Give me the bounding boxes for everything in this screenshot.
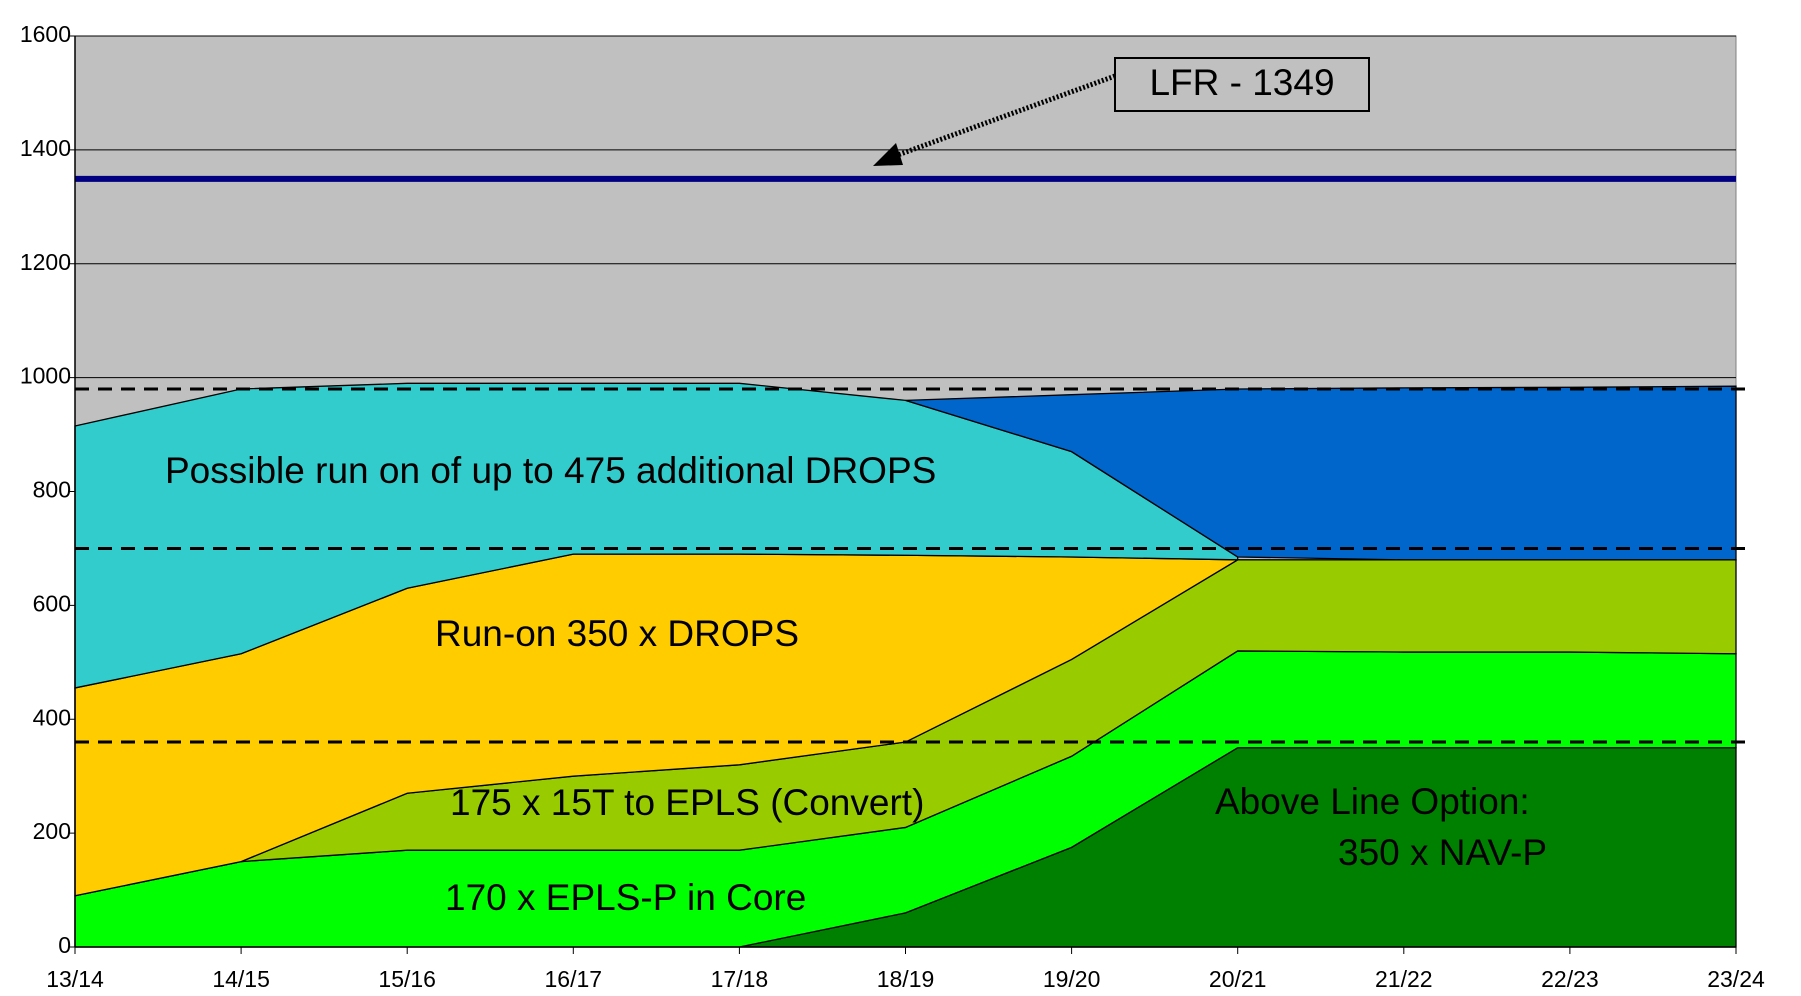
x-tick-label: 17/18 xyxy=(711,966,769,992)
y-tick-label: 0 xyxy=(58,932,71,958)
x-tick-label: 13/14 xyxy=(46,966,104,992)
y-tick-label: 1200 xyxy=(20,249,71,275)
y-tick-label: 1600 xyxy=(20,21,71,47)
x-tick-label: 20/21 xyxy=(1209,966,1267,992)
series-label: Run-on 350 x DROPS xyxy=(435,613,799,654)
x-tick-label: 22/23 xyxy=(1541,966,1599,992)
area xyxy=(74,382,1239,689)
y-tick-label: 1000 xyxy=(20,363,71,389)
x-tick-label: 23/24 xyxy=(1707,966,1765,992)
x-tick-label: 18/19 xyxy=(877,966,935,992)
annotation: LFR - 1349 xyxy=(1149,62,1334,103)
y-tick-label: 200 xyxy=(33,818,71,844)
y-tick-label: 600 xyxy=(33,590,71,616)
annotation-box xyxy=(1114,57,1370,112)
series-label: Possible run on of up to 475 additional … xyxy=(165,450,936,491)
series-label: 170 x EPLS-P in Core xyxy=(445,877,806,918)
x-tick-label: 14/15 xyxy=(212,966,270,992)
series-label: 350 x NAV-P xyxy=(1338,832,1547,873)
x-tick-label: 16/17 xyxy=(545,966,603,992)
y-tick-label: 1400 xyxy=(20,135,71,161)
y-tick-label: 800 xyxy=(33,477,71,503)
series-label: Above Line Option: xyxy=(1215,781,1530,822)
x-tick-label: 21/22 xyxy=(1375,966,1433,992)
arrow-head xyxy=(873,143,903,166)
x-tick-label: 15/16 xyxy=(378,966,436,992)
series-label: 175 x 15T to EPLS (Convert) xyxy=(450,782,924,823)
y-tick-label: 400 xyxy=(33,704,71,730)
x-tick-label: 19/20 xyxy=(1043,966,1101,992)
annotation-arrow xyxy=(894,73,1116,159)
